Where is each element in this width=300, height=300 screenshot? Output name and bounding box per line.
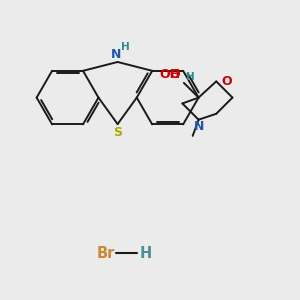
Text: O: O <box>170 68 180 81</box>
Text: H: H <box>186 72 194 82</box>
Text: N: N <box>111 47 121 61</box>
Text: Br: Br <box>96 246 115 261</box>
Text: O: O <box>221 75 232 88</box>
Text: N: N <box>194 120 204 133</box>
Text: S: S <box>113 126 122 139</box>
Text: H: H <box>140 246 152 261</box>
Text: H: H <box>122 42 130 52</box>
Text: OH: OH <box>159 68 180 81</box>
